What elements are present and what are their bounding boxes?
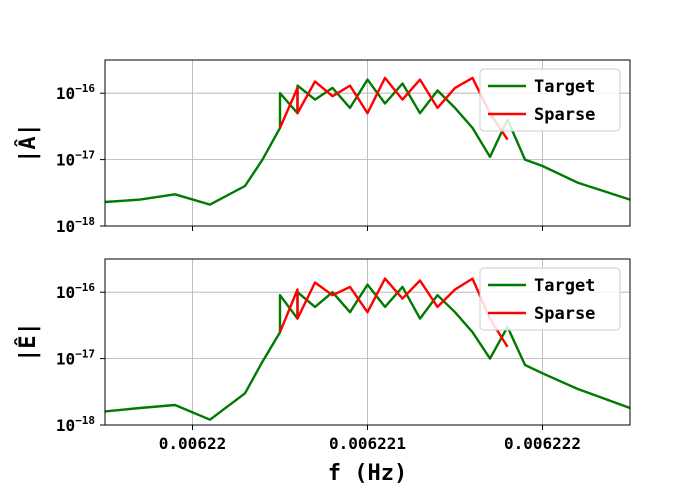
legend-box [479,68,621,132]
y-tick-label: 10−18 [56,215,95,236]
x-tick-label: 0.00622 [159,434,226,453]
y-tick-label: 10−17 [56,149,95,170]
y-tick-label: 10−17 [56,348,95,369]
panel-bottom: 0.00622 0.006221 0.006222 10−16 10−17 10−18 |Ê… [15,258,631,486]
y-tick-label: 10−16 [56,281,96,302]
panel-top: 10−16 10−17 10−18 |Â| Target Sparse [15,59,631,236]
legend-box [479,267,621,331]
series-line-sparse [278,277,509,348]
x-tick-label: 0.006221 [329,434,406,453]
series-line-sparse [278,76,509,141]
legend-label-sparse: Sparse [534,105,595,125]
y-tick-label: 10−16 [56,82,96,103]
x-tick-label: 0.006222 [504,434,581,453]
legend-label-sparse: Sparse [534,304,595,324]
legend-label-target: Target [534,276,595,296]
y-tick-label: 10−18 [56,414,95,435]
y-axis-label: |Â| [15,123,41,163]
legend-label-target: Target [534,77,595,97]
x-axis-label: f (Hz) [328,461,407,486]
y-axis-label: |Ê| [15,322,41,362]
